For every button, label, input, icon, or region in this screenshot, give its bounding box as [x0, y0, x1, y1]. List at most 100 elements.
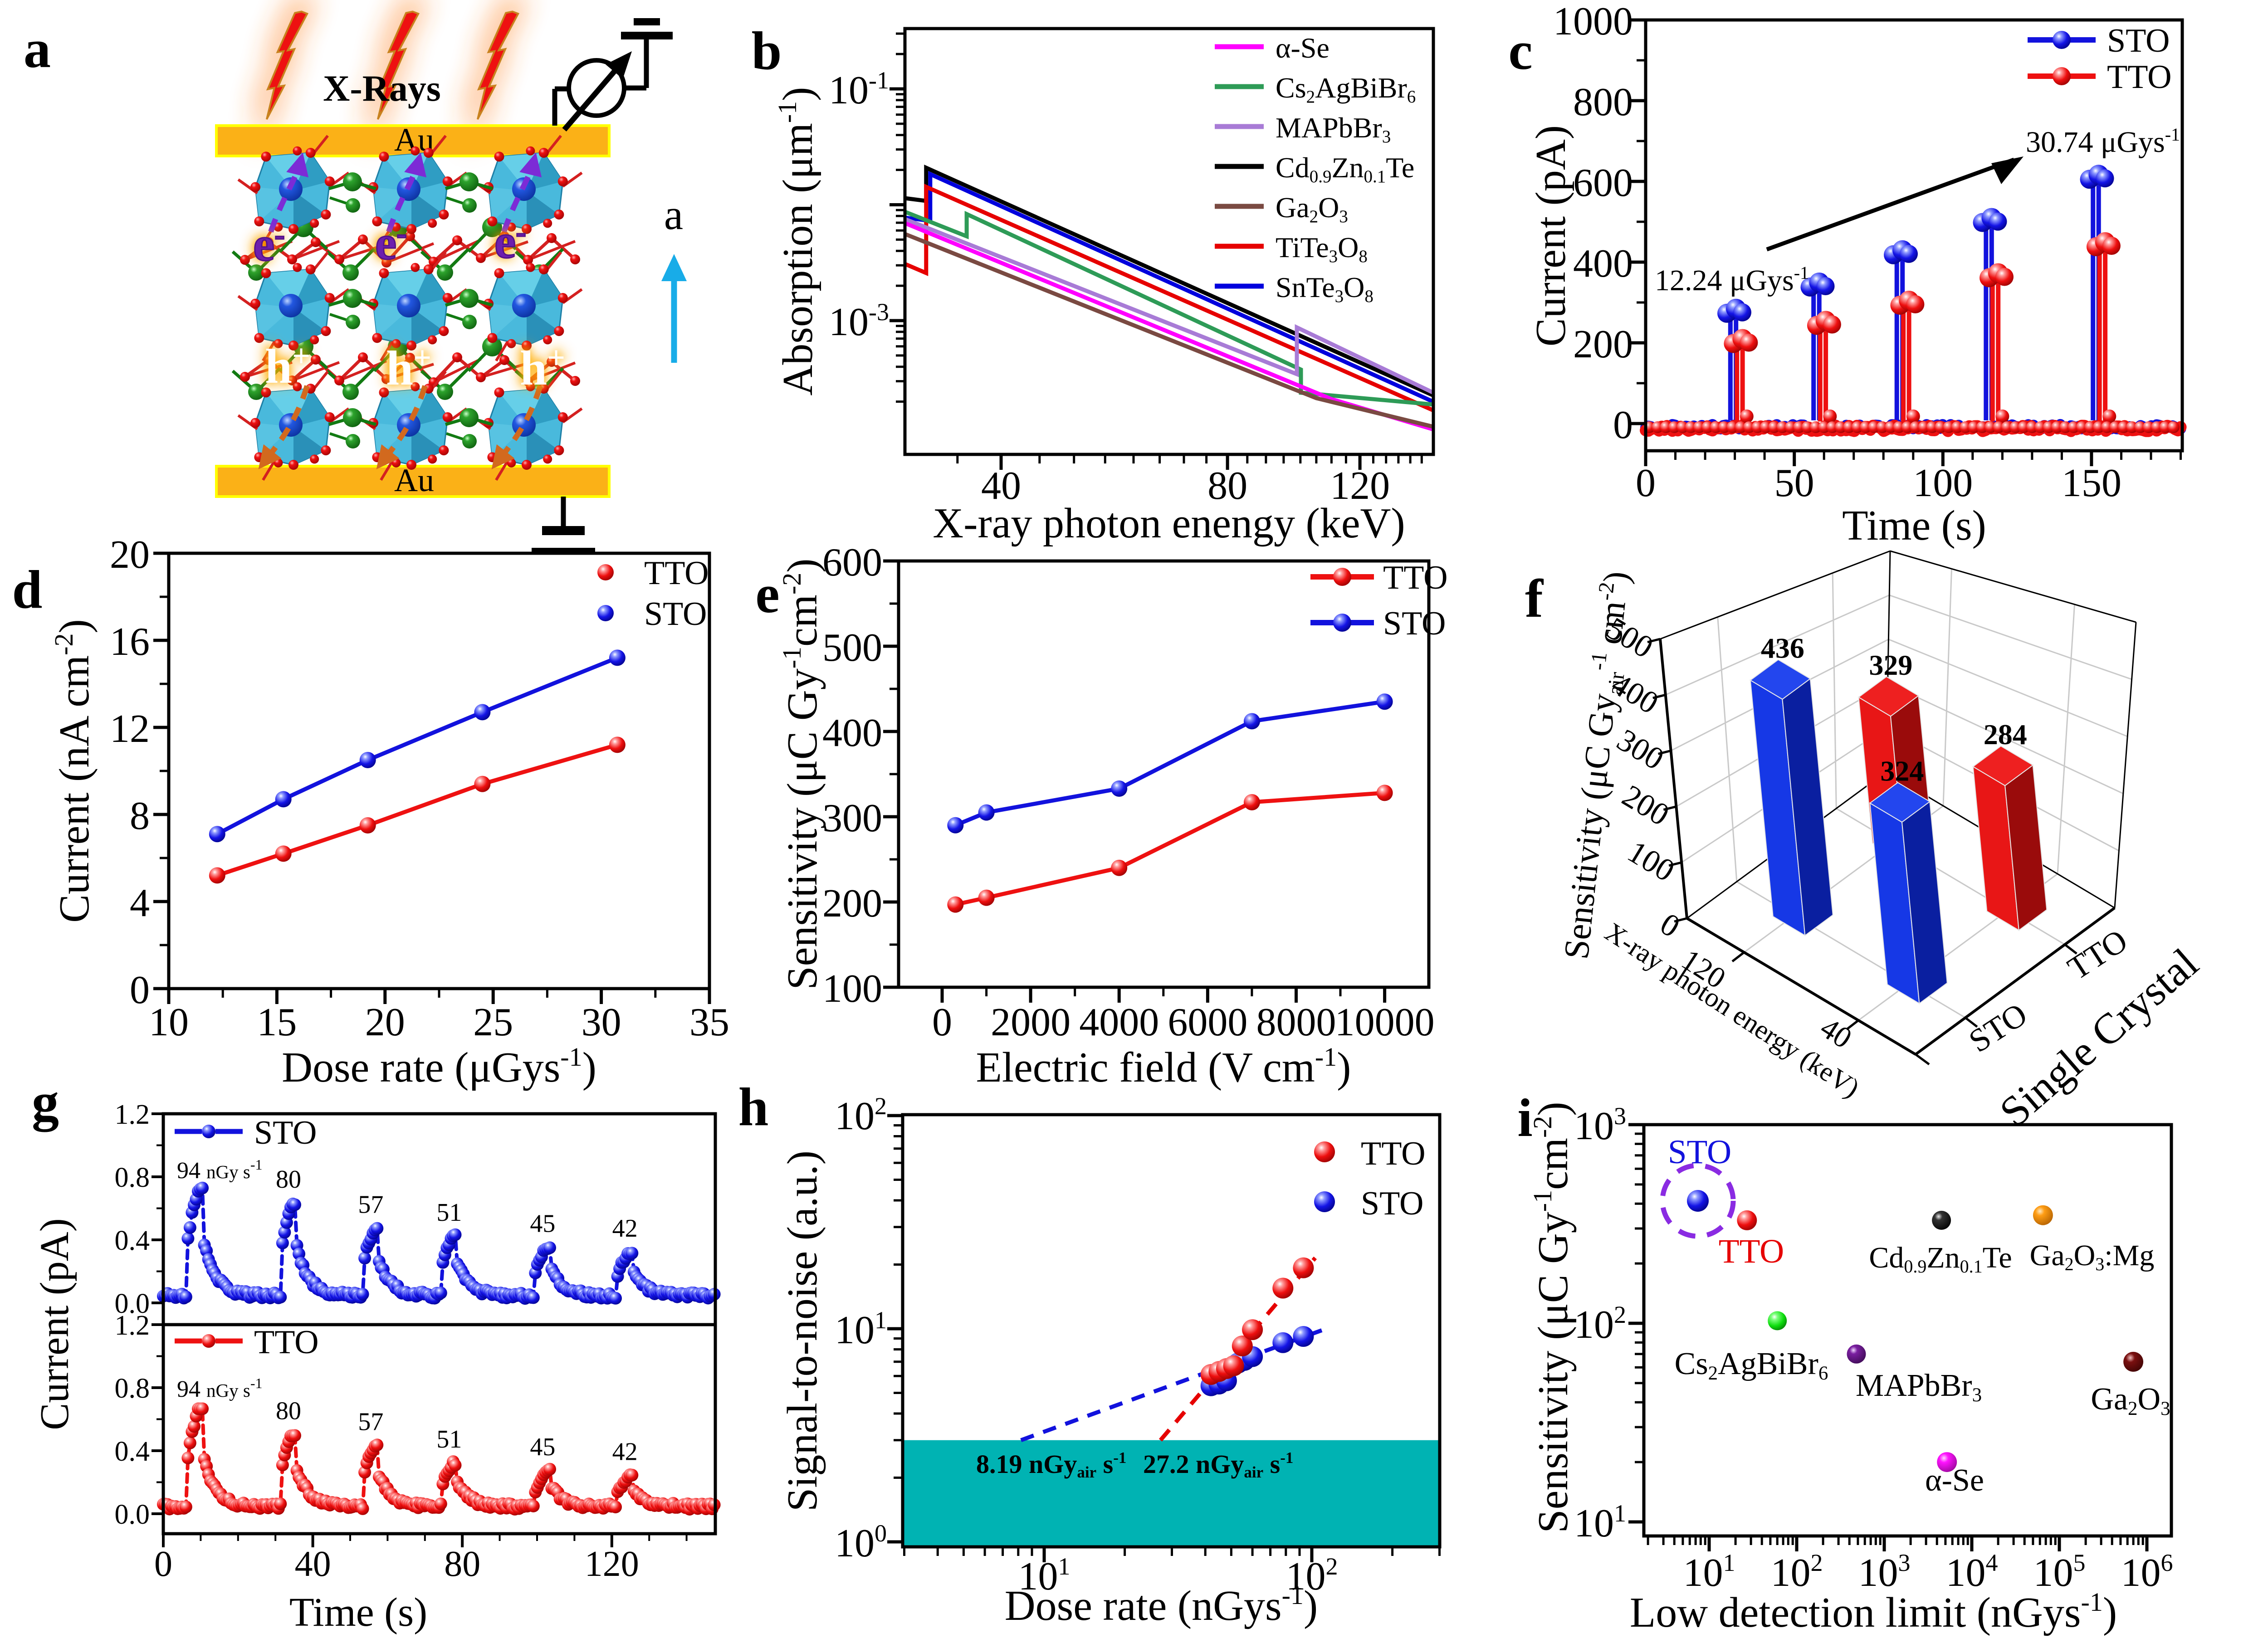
svg-text:324: 324 [1880, 755, 1924, 787]
svg-text:STO: STO [644, 595, 707, 633]
svg-text:Sensitivity (μC Gy-1​cm-2​): Sensitivity (μC Gy-1​cm-2​) [1528, 1102, 1577, 1533]
svg-text:e-: e- [494, 214, 526, 268]
svg-text:300: 300 [822, 796, 882, 840]
svg-text:284: 284 [1984, 718, 2027, 751]
svg-text:45: 45 [530, 1209, 555, 1238]
svg-text:500: 500 [822, 626, 882, 670]
svg-text:15: 15 [257, 1000, 297, 1044]
svg-text:106​: 106​ [2121, 1549, 2173, 1595]
svg-text:e: e [755, 564, 779, 624]
svg-text:103​: 103​ [1858, 1549, 1911, 1595]
svg-text:200: 200 [1573, 322, 1633, 366]
svg-text:STO: STO [2107, 22, 2170, 59]
svg-text:80: 80 [276, 1397, 301, 1425]
svg-text:Low detection limit (nGys-1​): Low detection limit (nGys-1​) [1630, 1587, 2117, 1636]
svg-text:101​: 101​ [1683, 1549, 1735, 1595]
svg-text:b: b [752, 20, 782, 81]
svg-text:35: 35 [689, 1000, 729, 1044]
svg-text:6000: 6000 [1168, 1000, 1247, 1044]
svg-text:Dose rate (μGys-1​): Dose rate (μGys-1​) [282, 1042, 596, 1091]
svg-text:42: 42 [612, 1214, 638, 1243]
svg-text:104​: 104​ [1946, 1549, 1998, 1595]
svg-text:400: 400 [822, 711, 882, 755]
svg-text:120: 120 [585, 1544, 639, 1584]
svg-text:40: 40 [981, 464, 1021, 508]
svg-text:30: 30 [582, 1000, 621, 1044]
svg-text:Cd0.9​Zn0.1​Te: Cd0.9​Zn0.1​Te [1869, 1241, 2012, 1277]
svg-text:50: 50 [1774, 461, 1814, 505]
svg-text:X-ray photon enengy (keV): X-ray photon enengy (keV) [933, 500, 1405, 547]
svg-text:0.8: 0.8 [115, 1162, 150, 1193]
svg-text:TTO: TTO [1361, 1135, 1426, 1172]
svg-text:10-1​: 10-1​ [829, 67, 889, 112]
svg-text:16: 16 [110, 620, 150, 664]
svg-text:STO: STO [254, 1114, 317, 1151]
svg-text:100: 100 [822, 967, 882, 1011]
svg-text:0: 0 [154, 1544, 172, 1584]
svg-text:45: 45 [530, 1433, 555, 1461]
svg-text:Sensitivity (μC Gy-1​cm-2​): Sensitivity (μC Gy-1​cm-2​) [777, 558, 826, 990]
svg-text:600: 600 [822, 541, 882, 585]
svg-text:25: 25 [473, 1000, 513, 1044]
svg-text:0: 0 [1636, 461, 1656, 505]
svg-text:329: 329 [1869, 649, 1912, 681]
svg-text:2000: 2000 [991, 1000, 1070, 1044]
svg-text:94 nGy s-1​: 94 nGy s-1​ [177, 1156, 262, 1184]
svg-text:α-Se: α-Se [1925, 1463, 1984, 1498]
svg-text:200: 200 [822, 882, 882, 926]
svg-text:101​: 101​ [835, 1306, 887, 1352]
svg-text:0: 0 [1613, 403, 1633, 447]
svg-text:80: 80 [444, 1544, 480, 1584]
svg-text:STO: STO [1361, 1185, 1423, 1222]
svg-text:f: f [1525, 568, 1544, 629]
svg-text:51: 51 [436, 1425, 462, 1453]
svg-text:Dose rate (nGys-1​): Dose rate (nGys-1​) [1005, 1580, 1318, 1629]
svg-text:0: 0 [932, 1000, 952, 1044]
svg-text:Ga2​O3​: Ga2​O3​ [2091, 1382, 2170, 1419]
svg-text:Signal-to-noise (a.u.): Signal-to-noise (a.u.) [779, 1150, 826, 1511]
svg-text:12.24 μGys-1​: 12.24 μGys-1​ [1655, 263, 1809, 297]
svg-text:102​: 102​ [1771, 1549, 1823, 1595]
svg-text:57: 57 [358, 1408, 383, 1436]
svg-text:4000: 4000 [1079, 1000, 1159, 1044]
svg-text:TTO: TTO [644, 555, 709, 592]
svg-text:12: 12 [110, 707, 150, 751]
svg-text:30.74 μGys-1​: 30.74 μGys-1​ [2026, 124, 2180, 159]
svg-text:51: 51 [436, 1199, 462, 1227]
svg-text:120: 120 [1330, 464, 1390, 508]
svg-text:MAPbBr3​: MAPbBr3​ [1276, 112, 1391, 146]
svg-text:0.0: 0.0 [115, 1288, 150, 1319]
svg-text:Ga2​O3​: Ga2​O3​ [1276, 191, 1348, 226]
svg-text:Cs2​AgBiBr6​: Cs2​AgBiBr6​ [1276, 72, 1416, 107]
svg-text:TTO: TTO [1383, 559, 1448, 596]
svg-text:Current (pA): Current (pA) [1527, 125, 1574, 346]
svg-text:40: 40 [295, 1544, 331, 1584]
svg-text:42: 42 [612, 1438, 638, 1466]
svg-text:100​: 100​ [835, 1520, 887, 1565]
svg-text:TiTe3​O8​: TiTe3​O8​ [1276, 231, 1368, 266]
svg-text:0: 0 [130, 968, 150, 1012]
svg-text:STO: STO [1668, 1133, 1731, 1171]
svg-text:600: 600 [1573, 161, 1633, 205]
svg-text:101​: 101​ [1018, 1553, 1070, 1599]
svg-text:8: 8 [130, 794, 150, 838]
svg-text:TTO: TTO [254, 1324, 319, 1361]
svg-text:102​: 102​ [1574, 1301, 1626, 1347]
svg-text:i: i [1517, 1087, 1532, 1148]
svg-text:Time (s): Time (s) [289, 1590, 427, 1635]
svg-text:Time (s): Time (s) [1842, 502, 1986, 549]
svg-text:a: a [664, 190, 683, 239]
svg-text:Absorption (μm-1​): Absorption (μm-1​) [772, 87, 821, 396]
svg-text:h: h [738, 1077, 769, 1137]
svg-text:105​: 105​ [2033, 1549, 2086, 1595]
svg-text:SnTe3​O8​: SnTe3​O8​ [1276, 271, 1374, 306]
svg-text:27.2 nGyair​ s-1​: 27.2 nGyair​ s-1​ [1143, 1449, 1293, 1481]
svg-text:MAPbBr3​: MAPbBr3​ [1856, 1368, 1982, 1406]
svg-text:1.2: 1.2 [115, 1099, 150, 1130]
svg-text:8.19 nGyair​ s-1​: 8.19 nGyair​ s-1​ [976, 1449, 1126, 1481]
svg-text:0.0: 0.0 [115, 1499, 150, 1530]
svg-text:94 nGy s-1​: 94 nGy s-1​ [177, 1375, 262, 1402]
svg-text:Electric field (V cm-1​): Electric field (V cm-1​) [976, 1042, 1351, 1091]
svg-text:a: a [24, 19, 51, 79]
svg-text:400: 400 [1573, 242, 1633, 286]
